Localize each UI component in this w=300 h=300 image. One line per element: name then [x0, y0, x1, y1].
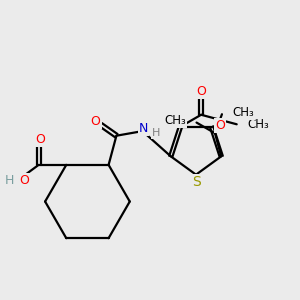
Text: O: O: [35, 133, 45, 146]
Text: O: O: [215, 119, 225, 132]
Text: CH₃: CH₃: [164, 114, 186, 127]
Text: S: S: [192, 175, 200, 189]
Text: CH₃: CH₃: [232, 106, 254, 119]
Text: H: H: [152, 128, 161, 138]
Text: N: N: [139, 122, 148, 135]
Text: CH₃: CH₃: [247, 118, 269, 131]
Text: H: H: [4, 174, 14, 187]
Text: O: O: [91, 115, 100, 128]
Text: O: O: [19, 174, 29, 187]
Text: O: O: [196, 85, 206, 98]
